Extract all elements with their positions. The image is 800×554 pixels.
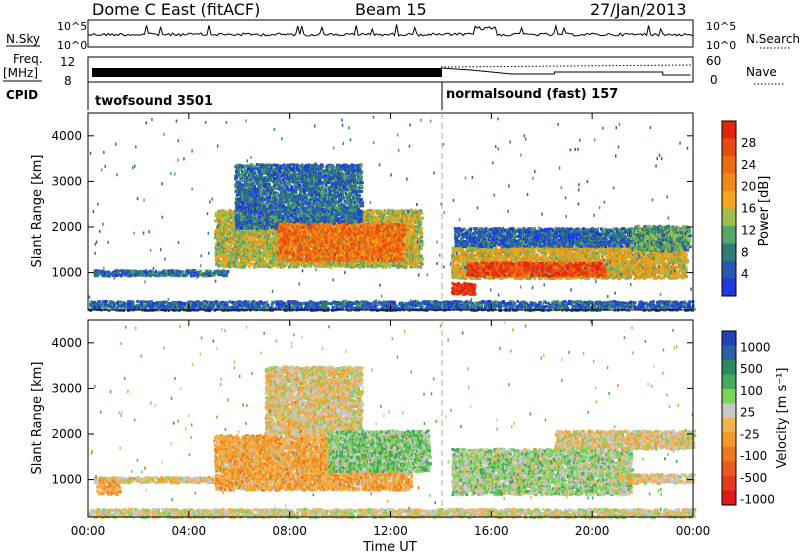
- echo-cell: [255, 266, 257, 269]
- cpid-twofsound: twofsound 3501: [95, 94, 213, 109]
- nsearch-label: N.Search: [746, 32, 800, 46]
- nave-tick-bottom: 0: [710, 73, 718, 87]
- echo-cell: [146, 273, 148, 276]
- nave-trace: [441, 65, 693, 67]
- nsky-tick-bottom-left: 10^0: [57, 39, 87, 52]
- echo-cell: [310, 265, 313, 268]
- freq-tick-bottom: 8: [64, 74, 72, 88]
- date-title: 27/Jan/2013: [590, 0, 687, 19]
- echo-cell: [225, 274, 228, 277]
- echo-cell: [250, 262, 253, 265]
- echo-cell: [222, 263, 224, 266]
- echo-cell: [217, 215, 219, 218]
- nsky-panel: N.Sky 10^5 10^0 10^5 10^0 N.Search: [6, 20, 800, 52]
- echo-cell: [236, 266, 239, 269]
- power-echo-cells: [89, 116, 696, 313]
- echo-cell: [285, 263, 288, 266]
- echo-cell: [266, 258, 269, 261]
- cpid-normalsound: normalsound (fast) 157: [446, 87, 618, 102]
- freq-panel: Freq. [MHz] 12 8 60 0 Nave: [3, 52, 784, 88]
- freq-tick-top: 12: [60, 55, 75, 69]
- echo-cell: [145, 269, 147, 272]
- echo-cell: [226, 270, 229, 273]
- echo-cell: [182, 270, 184, 273]
- echo-cell: [230, 243, 233, 246]
- beam-title: Beam 15: [355, 0, 427, 19]
- echo-cell: [224, 242, 227, 245]
- echo-cell: [257, 238, 260, 241]
- echo-cell: [230, 216, 232, 219]
- nave-label: Nave: [746, 65, 777, 79]
- nsky-trace: [88, 25, 693, 39]
- echo-cell: [223, 265, 225, 268]
- cpid-label: CPID: [6, 88, 38, 102]
- freq-trace-normalsound: [441, 68, 691, 75]
- station-title: Dome C East (fitACF): [92, 0, 260, 19]
- echo-cell: [155, 270, 157, 273]
- echo-cell: [116, 269, 118, 272]
- echo-cell: [115, 274, 118, 277]
- echo-cell: [266, 233, 268, 236]
- echo-cell: [244, 234, 247, 237]
- echo-cell: [247, 253, 250, 256]
- nsky-tick-bottom-right: 10^0: [706, 39, 736, 52]
- echo-cell: [194, 269, 196, 272]
- nsky-label: N.Sky: [6, 32, 40, 46]
- freq-unit: [MHz]: [3, 66, 38, 80]
- nave-tick-top: 60: [706, 54, 721, 68]
- freq-trace-twofsound: [92, 68, 442, 77]
- radar-summary-figure: Dome C East (fitACF) Beam 15 27/Jan/2013…: [0, 0, 800, 554]
- nsky-tick-top-right: 10^5: [706, 20, 736, 33]
- freq-label: Freq.: [13, 52, 43, 66]
- cpid-panel: CPID twofsound 3501 normalsound (fast) 1…: [6, 82, 618, 110]
- nsky-tick-top-left: 10^5: [57, 20, 87, 33]
- echo-cell: [199, 270, 202, 273]
- echo-cell: [249, 239, 252, 242]
- echo-cell: [234, 265, 237, 268]
- echo-cell: [254, 246, 256, 249]
